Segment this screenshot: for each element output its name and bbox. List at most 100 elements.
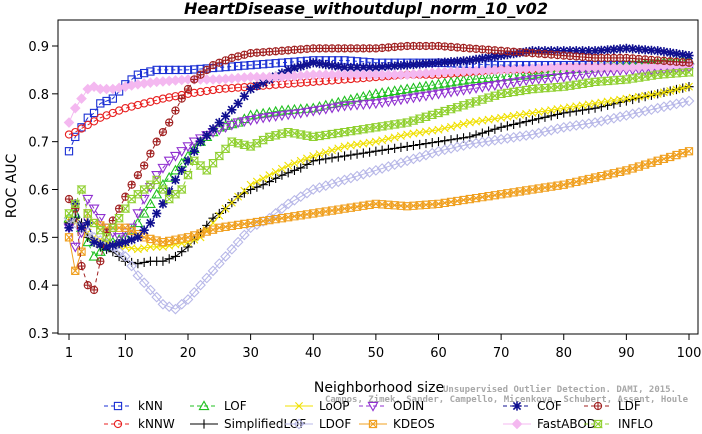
data-point xyxy=(552,109,563,120)
data-point xyxy=(176,185,187,194)
data-point xyxy=(590,46,600,56)
data-point xyxy=(152,96,161,105)
data-point xyxy=(402,60,412,70)
data-point xyxy=(527,129,538,140)
data-point xyxy=(446,57,456,67)
data-point xyxy=(478,116,487,125)
data-point xyxy=(359,139,368,148)
data-point xyxy=(215,84,224,94)
data-point xyxy=(520,130,532,141)
data-point xyxy=(408,60,419,70)
data-point xyxy=(514,131,526,142)
data-point xyxy=(383,161,394,172)
data-point xyxy=(377,62,387,72)
data-point xyxy=(170,303,181,315)
data-point xyxy=(270,112,282,122)
data-point xyxy=(445,76,457,87)
data-point xyxy=(133,232,143,242)
data-point xyxy=(283,168,293,178)
data-point xyxy=(396,61,406,71)
data-point xyxy=(452,56,462,66)
data-point xyxy=(415,128,424,137)
data-point xyxy=(351,170,363,182)
data-point xyxy=(76,223,87,233)
data-point xyxy=(664,99,676,111)
data-point xyxy=(183,65,193,75)
data-point xyxy=(371,62,381,73)
data-point xyxy=(144,198,156,208)
legend-marker xyxy=(593,419,603,429)
data-point xyxy=(339,101,351,112)
data-point xyxy=(127,180,136,189)
series-inflo xyxy=(64,68,694,242)
data-point xyxy=(307,106,319,117)
data-point xyxy=(196,70,205,79)
data-point xyxy=(384,134,393,143)
x-tick-label: 20 xyxy=(180,346,197,361)
data-point xyxy=(577,46,588,56)
data-point xyxy=(465,118,474,127)
data-point xyxy=(595,115,607,127)
data-point xyxy=(602,114,613,126)
data-point xyxy=(445,142,457,154)
data-point xyxy=(495,80,507,90)
data-point xyxy=(509,119,519,130)
data-point xyxy=(245,115,257,126)
data-point xyxy=(358,148,368,158)
series-ldf xyxy=(64,41,694,295)
data-point xyxy=(614,111,626,123)
data-point xyxy=(290,159,299,168)
data-point xyxy=(239,91,249,101)
data-point xyxy=(133,100,143,110)
legend-item-odin: ODIN xyxy=(359,399,424,413)
data-point xyxy=(332,176,344,188)
data-point xyxy=(351,100,363,111)
data-point xyxy=(252,81,262,91)
legend-label: LOF xyxy=(224,399,247,413)
data-point xyxy=(220,144,231,153)
data-point xyxy=(483,135,494,147)
legend-item-inflo: INFLO xyxy=(584,417,653,431)
data-point xyxy=(114,214,125,223)
series-kdeos xyxy=(64,147,694,275)
data-point xyxy=(227,53,236,63)
chart-title: HeartDisease_withoutdupl_norm_10_v02 xyxy=(184,0,548,18)
data-point xyxy=(83,218,93,228)
data-point xyxy=(157,178,169,189)
y-tick-label: 0.9 xyxy=(28,40,49,55)
legend-label: ODIN xyxy=(393,399,424,413)
data-point xyxy=(514,77,526,88)
legend-marker xyxy=(293,418,305,430)
data-point xyxy=(227,83,236,93)
data-point xyxy=(539,67,551,77)
data-point xyxy=(277,164,286,173)
data-point xyxy=(483,72,495,83)
data-point xyxy=(497,113,506,122)
data-point xyxy=(213,258,225,270)
y-tick-label: 0.8 xyxy=(28,88,49,103)
data-point xyxy=(69,217,81,229)
data-point xyxy=(82,194,94,205)
data-point xyxy=(339,151,350,161)
data-point xyxy=(214,117,224,128)
data-point xyxy=(572,102,581,111)
data-point xyxy=(583,118,595,129)
data-point xyxy=(64,194,74,204)
data-point xyxy=(240,186,249,195)
data-point xyxy=(528,108,537,117)
data-point xyxy=(89,218,99,228)
data-point xyxy=(177,65,186,75)
series-lof xyxy=(63,54,695,261)
data-point xyxy=(252,60,262,69)
legend-marker xyxy=(512,401,522,411)
data-point xyxy=(634,92,643,101)
watermark-line-1: Unsupervised Outlier Detection. DAMI, 20… xyxy=(443,384,676,395)
data-point xyxy=(151,291,163,303)
data-point xyxy=(527,115,538,125)
data-point xyxy=(490,51,500,62)
series-layer xyxy=(63,41,695,315)
data-point xyxy=(89,117,99,126)
data-point xyxy=(646,104,657,115)
data-point xyxy=(64,147,74,156)
data-point xyxy=(140,68,149,78)
